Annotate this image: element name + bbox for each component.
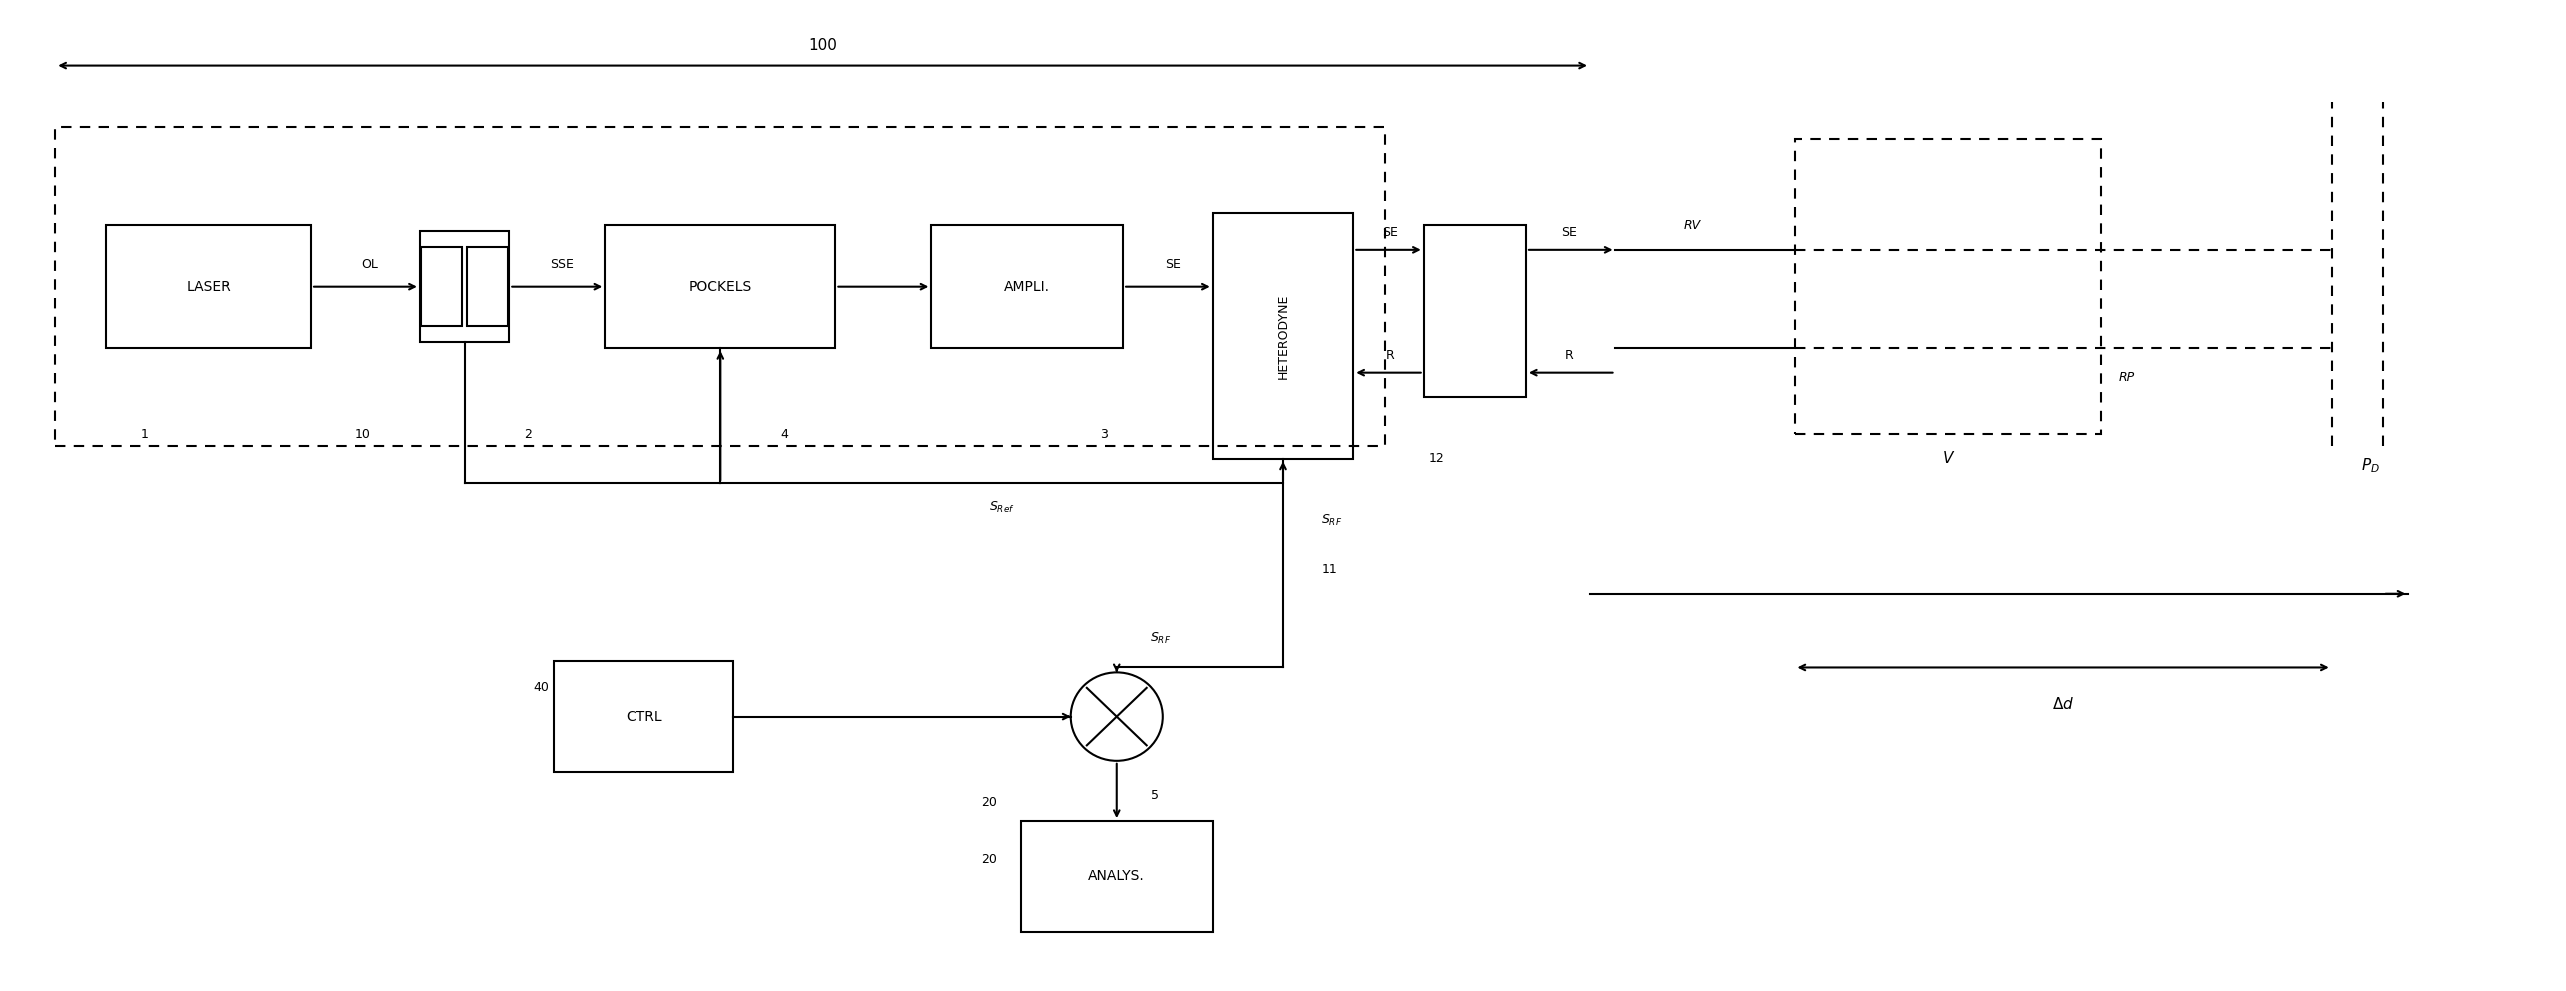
- Bar: [56, 127, 1386, 446]
- Text: 3: 3: [1101, 427, 1109, 441]
- Text: RP: RP: [2120, 371, 2135, 385]
- Text: SE: SE: [1383, 226, 1398, 239]
- Text: OL: OL: [362, 258, 377, 272]
- Text: 20: 20: [980, 852, 996, 865]
- Text: 4: 4: [780, 427, 788, 441]
- Text: 2: 2: [523, 427, 531, 441]
- Bar: [1424, 225, 1527, 397]
- Bar: [421, 248, 462, 326]
- Bar: [1794, 140, 2102, 434]
- Text: LASER: LASER: [187, 279, 231, 293]
- Text: 20: 20: [980, 796, 996, 809]
- Text: POCKELS: POCKELS: [688, 279, 752, 293]
- Bar: [105, 225, 310, 348]
- Text: $\Delta d$: $\Delta d$: [2053, 697, 2073, 713]
- Text: ANALYS.: ANALYS.: [1088, 869, 1144, 883]
- Text: R: R: [1386, 349, 1396, 362]
- Text: R: R: [1565, 349, 1573, 362]
- Bar: [467, 248, 508, 326]
- Text: 12: 12: [1429, 452, 1445, 465]
- Text: $S_{RF}$: $S_{RF}$: [1321, 512, 1342, 527]
- Text: RV: RV: [1683, 219, 1701, 232]
- Bar: [554, 661, 734, 772]
- Text: HETERODYNE: HETERODYNE: [1275, 293, 1291, 379]
- Text: 100: 100: [808, 39, 837, 54]
- Text: CTRL: CTRL: [626, 710, 662, 723]
- Bar: [1214, 213, 1352, 459]
- Bar: [606, 225, 837, 348]
- Text: 11: 11: [1321, 563, 1337, 576]
- Text: $S_{RF}$: $S_{RF}$: [1150, 630, 1170, 645]
- Text: 10: 10: [354, 427, 370, 441]
- Bar: [931, 225, 1124, 348]
- Bar: [421, 232, 508, 342]
- Text: 1: 1: [141, 427, 149, 441]
- Text: $P_D$: $P_D$: [2361, 457, 2379, 476]
- Text: SE: SE: [1165, 258, 1180, 272]
- Text: V: V: [1942, 451, 1953, 466]
- Text: AMPLI.: AMPLI.: [1003, 279, 1049, 293]
- Text: SSE: SSE: [549, 258, 575, 272]
- Text: $S_{Ref}$: $S_{Ref}$: [988, 500, 1014, 515]
- Bar: [1021, 821, 1214, 932]
- Text: 40: 40: [534, 681, 549, 694]
- Text: SE: SE: [1563, 226, 1578, 239]
- Text: 5: 5: [1152, 789, 1160, 802]
